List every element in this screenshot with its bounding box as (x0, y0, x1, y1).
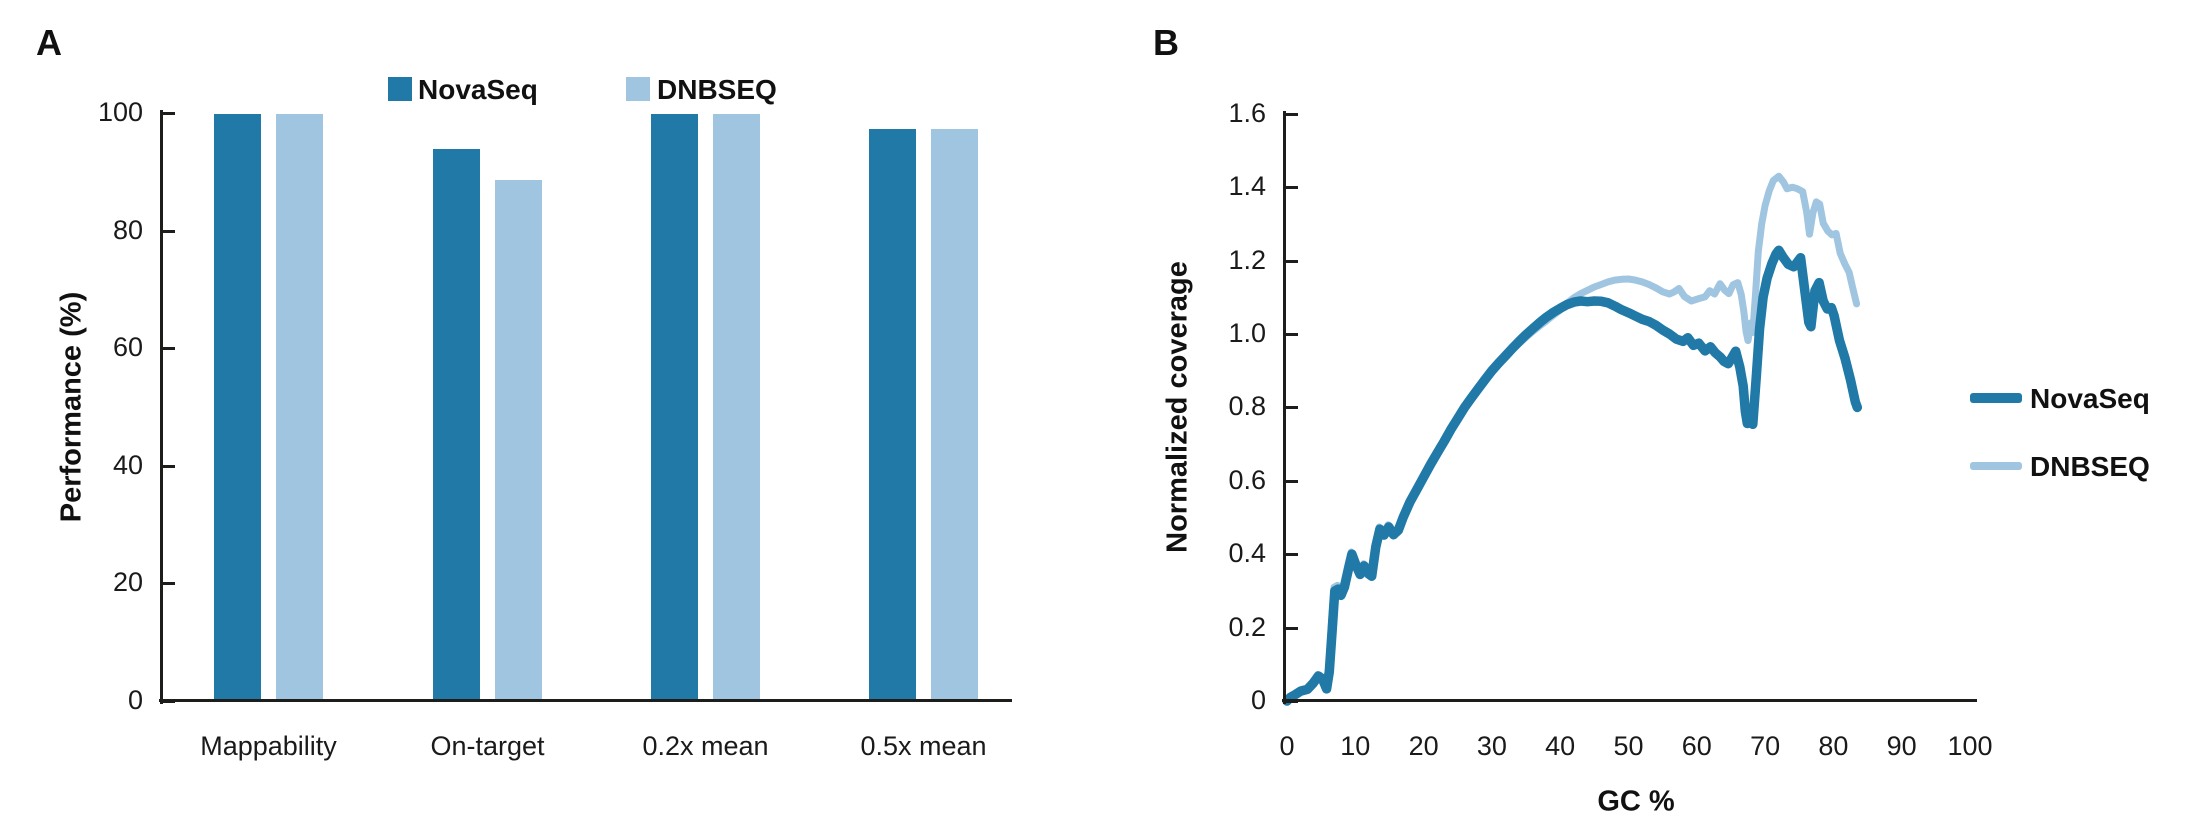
panel-b-x-tick-label: 40 (1545, 731, 1576, 761)
curve-novaseq (1282, 245, 1863, 706)
panel-b-y-tick-label: 1.2 (1228, 244, 1266, 275)
legend-label-dnbseq: DNBSEQ (657, 74, 777, 105)
panel-a-x-axis (159, 699, 1012, 702)
panel-b-y-tick (1283, 112, 1298, 116)
panel-b-x-tick-label: 90 (1886, 731, 1917, 761)
panel-b-y-tick-label: 1.6 (1228, 97, 1266, 128)
panel-b-x-tick-label: 60 (1681, 731, 1712, 761)
curve-dnbseq (1283, 172, 1861, 705)
bar-dnbseq-on-target (495, 180, 542, 702)
legend-line-dnbseq (1970, 462, 2022, 470)
legend-swatch-dnbseq (626, 77, 650, 101)
bar-novaseq-0-2x-mean (651, 113, 698, 702)
panel-b-letter: B (1153, 22, 1179, 63)
panel-a-y-tick-label: 20 (112, 567, 143, 598)
panel-b-x-tick-label: 0 (1279, 731, 1295, 761)
panel-a-y-axis (160, 110, 163, 704)
panel-b-y-tick (1283, 406, 1298, 410)
panel-a-y-tick-label: 40 (112, 449, 143, 480)
panel-b-y-tick (1283, 186, 1298, 190)
panel-a-y-tick (160, 229, 175, 233)
bar-dnbseq-mappability (276, 114, 323, 702)
panel-b-y-tick-label: 0.4 (1228, 538, 1266, 569)
panel-a-y-tick-label: 80 (112, 214, 143, 245)
panel-a-y-axis-title: Performance (%) (55, 291, 88, 523)
panel-b-x-tick-label: 20 (1408, 731, 1439, 761)
panel-b-y-tick-label: 0 (1250, 685, 1266, 715)
bar-novaseq-0-5x-mean (869, 129, 916, 702)
panel-b-x-tick-label: 100 (1947, 731, 1993, 761)
panel-b-y-tick-label: 0.6 (1228, 464, 1266, 495)
legend-label-novaseq-b: NovaSeq (2030, 383, 2150, 414)
legend-label-novaseq: NovaSeq (418, 74, 538, 105)
panel-a-y-tick (160, 582, 175, 586)
panel-b-x-tick-label: 80 (1818, 731, 1849, 761)
panel-a-y-tick-label: 100 (97, 97, 143, 127)
panel-b-y-tick (1283, 626, 1298, 630)
panel-b-y-tick (1283, 479, 1298, 483)
panel-a-y-tick-label: 0 (127, 685, 143, 715)
panel-b-y-tick (1283, 553, 1298, 557)
panel-b-y-tick-label: 0.2 (1228, 611, 1266, 642)
bar-dnbseq-0-2x-mean (713, 113, 760, 702)
legend-line-novaseq (1970, 393, 2022, 403)
panel-b-y-tick-label: 1.4 (1228, 171, 1266, 202)
panel-b-x-axis (1282, 699, 1977, 702)
panel-b-x-tick-label: 10 (1340, 731, 1371, 761)
legend-label-dnbseq-b: DNBSEQ (2030, 451, 2150, 482)
legend-swatch-novaseq (388, 77, 412, 101)
panel-b-y-tick-label: 0.8 (1228, 391, 1266, 422)
panel-b-x-tick-label: 70 (1750, 731, 1781, 761)
panel-b-x-tick-label: 50 (1613, 731, 1644, 761)
bar-novaseq-on-target (433, 149, 480, 702)
panel-a-category-label: 0.2x mean (642, 731, 769, 761)
panel-a-y-tick (160, 347, 175, 351)
panel-a-letter: A (36, 22, 62, 63)
panel-a-category-label: On-target (430, 731, 545, 761)
panel-a-category-label: 0.5x mean (860, 731, 987, 761)
bar-dnbseq-0-5x-mean (931, 129, 978, 702)
panel-a-category-label: Mappability (200, 731, 337, 761)
panel-a-y-tick-label: 60 (112, 332, 143, 363)
bar-novaseq-mappability (214, 114, 261, 702)
panel-b-x-axis-title: GC % (1597, 785, 1675, 818)
panel-a-y-tick (160, 112, 175, 115)
panel-b-y-tick (1283, 259, 1298, 263)
panel-a-y-tick (160, 464, 175, 468)
panel-b-x-tick-label: 30 (1476, 731, 1507, 761)
panel-b-y-tick-label: 1.0 (1228, 318, 1266, 348)
panel-b-y-tick (1283, 333, 1298, 336)
